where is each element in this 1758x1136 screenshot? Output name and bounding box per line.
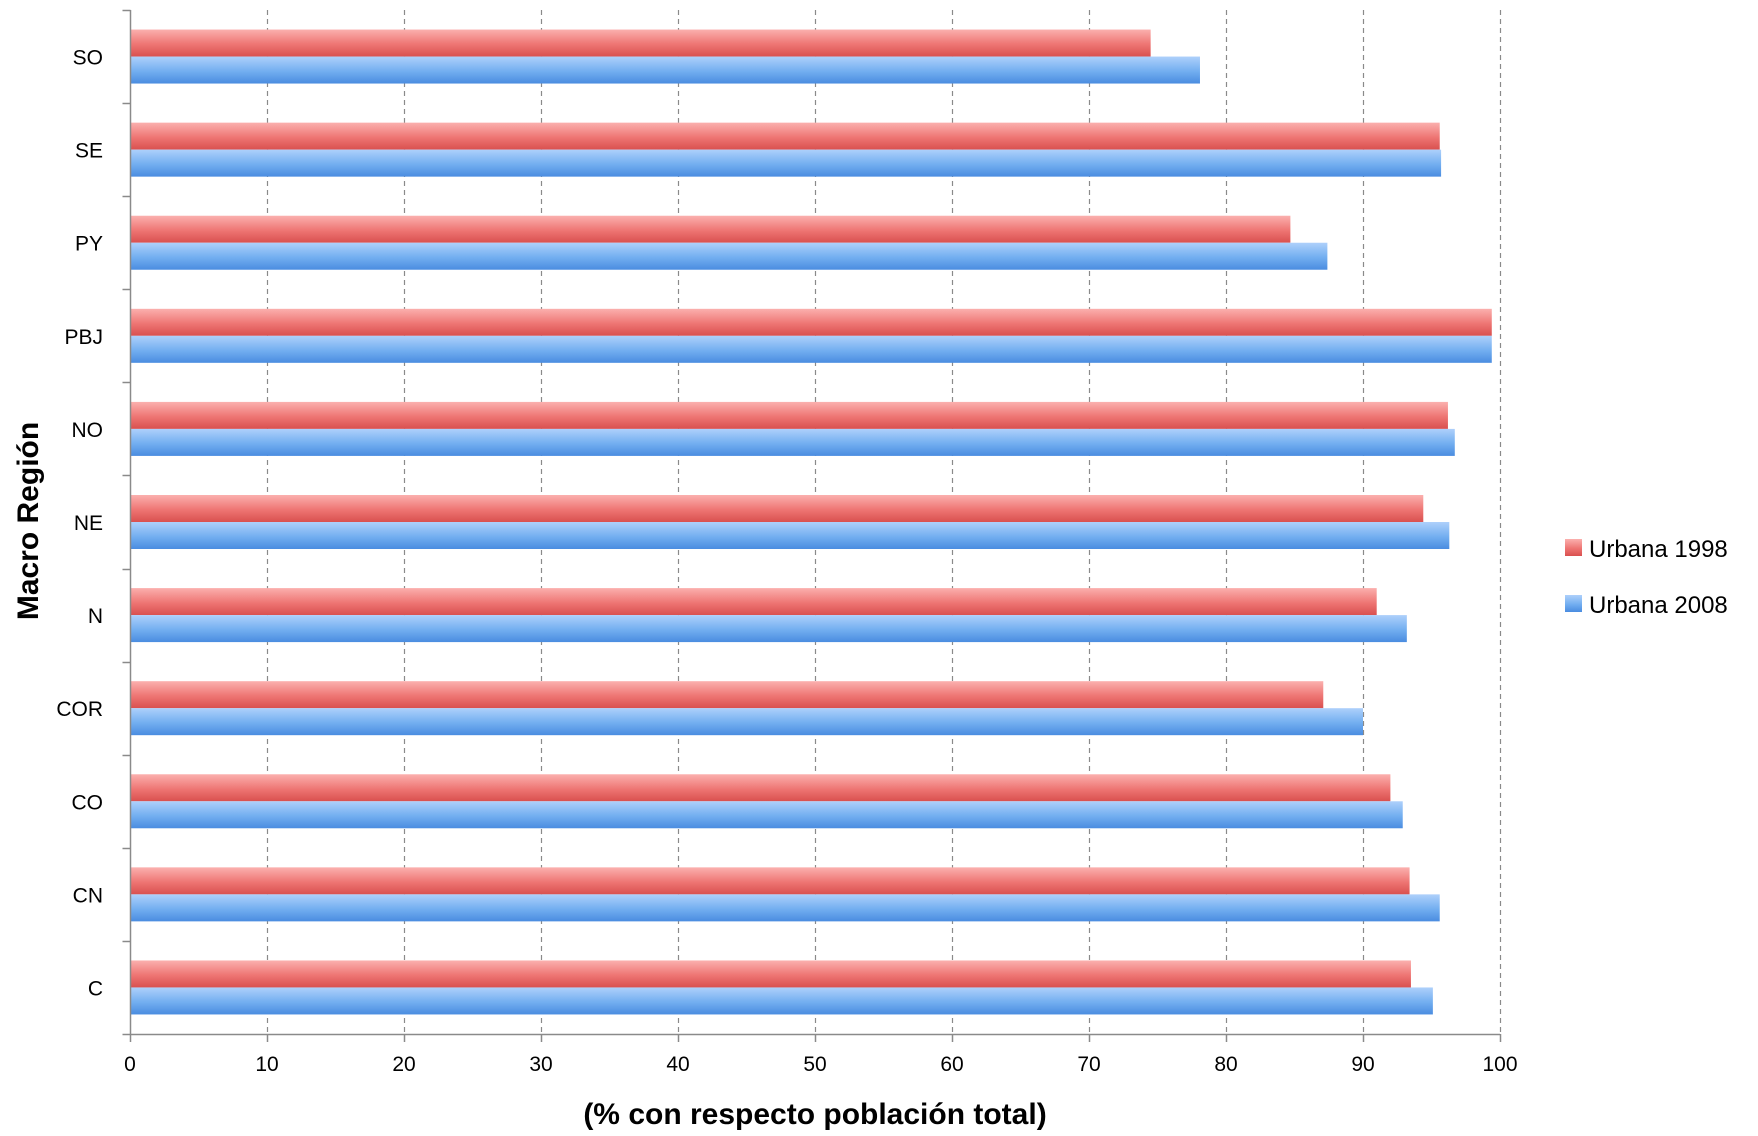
bar-cn-urbana-1998 xyxy=(130,867,1410,895)
y-tick-label-no: NO xyxy=(72,419,104,442)
bar-n-urbana-1998 xyxy=(130,588,1377,616)
y-tick-label-so: SO xyxy=(73,47,103,70)
bar-so-urbana-2008 xyxy=(130,56,1200,84)
bar-pbj-urbana-2008 xyxy=(130,335,1492,363)
bar-cor-urbana-2008 xyxy=(130,708,1363,736)
y-tick-label-pbj: PBJ xyxy=(64,326,103,349)
y-axis-title: Macro Región xyxy=(12,422,45,620)
legend-label-urbana-2008: Urbana 2008 xyxy=(1589,592,1728,619)
bars xyxy=(130,29,1492,1015)
x-tick-label-20: 20 xyxy=(392,1053,415,1076)
bar-co-urbana-2008 xyxy=(130,801,1403,829)
y-tick-label-n: N xyxy=(88,605,103,628)
y-tick-label-py: PY xyxy=(75,233,103,256)
x-axis-title: (% con respecto población total) xyxy=(583,1098,1046,1131)
bar-c-urbana-1998 xyxy=(130,960,1411,988)
legend: Urbana 1998 Urbana 2008 xyxy=(1565,536,1728,619)
bar-py-urbana-2008 xyxy=(130,242,1328,270)
bar-py-urbana-1998 xyxy=(130,215,1291,243)
y-tick-label-cor: COR xyxy=(56,698,103,721)
x-tick-label-30: 30 xyxy=(529,1053,552,1076)
y-tick-label-se: SE xyxy=(75,140,103,163)
bar-no-urbana-2008 xyxy=(130,428,1455,456)
x-tick-label-80: 80 xyxy=(1214,1053,1237,1076)
x-tick-label-10: 10 xyxy=(255,1053,278,1076)
bar-n-urbana-2008 xyxy=(130,615,1407,643)
y-tick-label-cn: CN xyxy=(73,884,103,907)
x-tick-label-90: 90 xyxy=(1351,1053,1374,1076)
bar-ne-urbana-1998 xyxy=(130,495,1424,522)
y-tick-label-co: CO xyxy=(72,791,104,814)
bar-cor-urbana-1998 xyxy=(130,681,1324,709)
bar-c-urbana-2008 xyxy=(130,987,1433,1015)
bar-se-urbana-2008 xyxy=(130,149,1442,177)
x-tick-label-60: 60 xyxy=(940,1053,963,1076)
y-tick-label-ne: NE xyxy=(74,512,103,535)
legend-label-urbana-1998: Urbana 1998 xyxy=(1589,536,1728,563)
x-tick-label-0: 0 xyxy=(124,1053,136,1076)
y-tick-label-c: C xyxy=(88,977,103,1000)
bar-no-urbana-1998 xyxy=(130,401,1448,429)
bar-so-urbana-1998 xyxy=(130,29,1151,57)
bar-pbj-urbana-1998 xyxy=(130,308,1492,336)
bar-co-urbana-1998 xyxy=(130,774,1391,802)
x-tick-label-50: 50 xyxy=(803,1053,826,1076)
legend-swatch-urbana-1998 xyxy=(1565,539,1582,556)
x-tick-label-70: 70 xyxy=(1077,1053,1100,1076)
x-tick-label-100: 100 xyxy=(1482,1053,1517,1076)
bar-se-urbana-1998 xyxy=(130,122,1440,150)
bar-ne-urbana-2008 xyxy=(130,522,1450,549)
axes: SO SE PY PBJ NO NE N COR CO CN C 0 10 20 30 40 50 60 70 80 9… xyxy=(56,9,1518,1076)
bar-cn-urbana-2008 xyxy=(130,894,1440,922)
legend-swatch-urbana-2008 xyxy=(1565,595,1582,612)
x-tick-label-40: 40 xyxy=(666,1053,689,1076)
